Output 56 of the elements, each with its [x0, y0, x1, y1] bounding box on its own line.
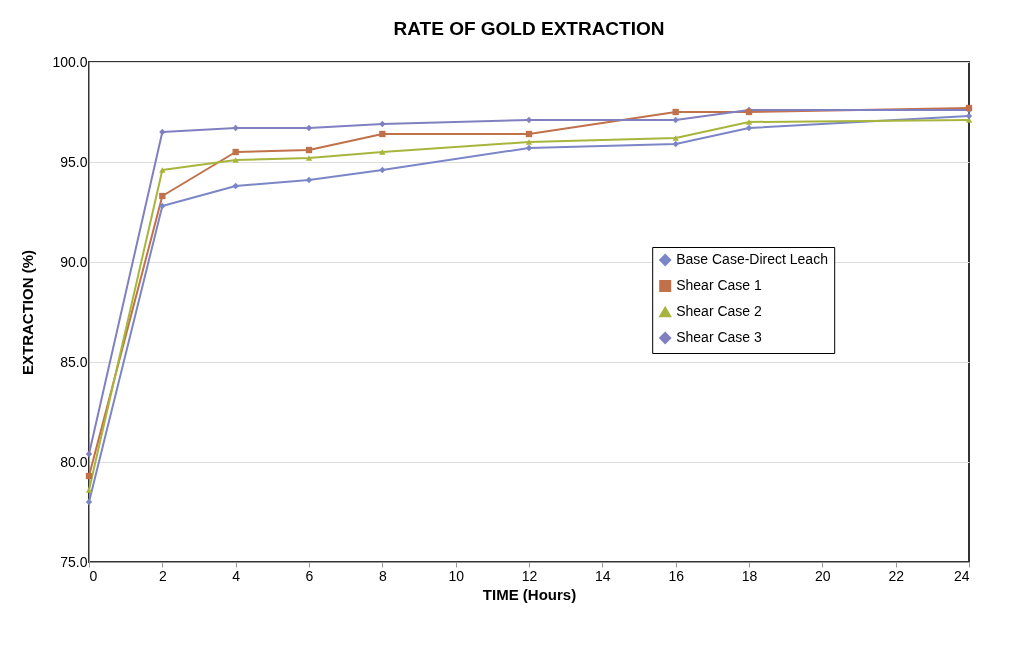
x-tick-label: 0: [89, 567, 98, 584]
x-tick-label: 12: [521, 567, 538, 584]
point: [379, 166, 386, 174]
x-tick-label: 24: [953, 567, 970, 584]
point: [85, 498, 93, 506]
point: [379, 130, 386, 138]
point: [525, 139, 533, 145]
point: [672, 140, 679, 148]
point: [745, 119, 753, 125]
point: [745, 124, 753, 132]
point: [159, 167, 166, 173]
point: [85, 450, 93, 458]
x-tick-label: 10: [448, 567, 465, 584]
point: [159, 202, 166, 210]
point: [232, 157, 239, 163]
x-tick-label: 22: [888, 567, 905, 584]
y-tick-label: 85.0: [60, 353, 88, 370]
point: [672, 116, 679, 124]
x-tick-label: 20: [815, 567, 831, 584]
point: [159, 128, 166, 136]
point: [85, 487, 93, 493]
point: [159, 192, 166, 200]
x-tick-label: 16: [668, 567, 685, 584]
legend-label: Base Case-Direct Leach: [676, 251, 828, 267]
x-tick-label: 14: [595, 567, 611, 584]
point: [379, 120, 386, 128]
point: [379, 149, 386, 155]
x-tick-label: 18: [741, 567, 758, 584]
point: [305, 146, 313, 154]
y-axis-title: EXTRACTION (%): [19, 250, 37, 375]
legend-label: Shear Case 3: [676, 329, 763, 345]
point: [525, 144, 533, 152]
point: [525, 130, 533, 138]
point: [965, 112, 973, 120]
x-tick-label: 4: [232, 567, 241, 584]
legend-label: Shear Case 2: [676, 303, 763, 319]
y-tick-label: 100.0: [52, 53, 88, 70]
point: [232, 148, 239, 156]
x-axis-title: TIME (Hours): [482, 585, 577, 603]
point: [305, 176, 313, 184]
y-tick-label: 80.0: [60, 453, 88, 470]
point: [672, 108, 679, 116]
y-tick-label: 75.0: [60, 553, 88, 570]
point: [965, 117, 973, 123]
point: [672, 135, 679, 141]
point: [305, 155, 313, 161]
x-tick-label: 2: [158, 567, 167, 584]
x-tick-label: 6: [305, 567, 314, 584]
y-tick-label: 95.0: [60, 153, 88, 170]
point: [232, 124, 239, 132]
point: [232, 182, 239, 190]
y-tick-label: 90.0: [60, 253, 88, 270]
point: [85, 472, 93, 480]
chart-title: RATE OF GOLD EXTRACTION: [393, 18, 665, 39]
x-tick-label: 8: [378, 567, 387, 584]
legend-label: Shear Case 1: [676, 277, 763, 293]
